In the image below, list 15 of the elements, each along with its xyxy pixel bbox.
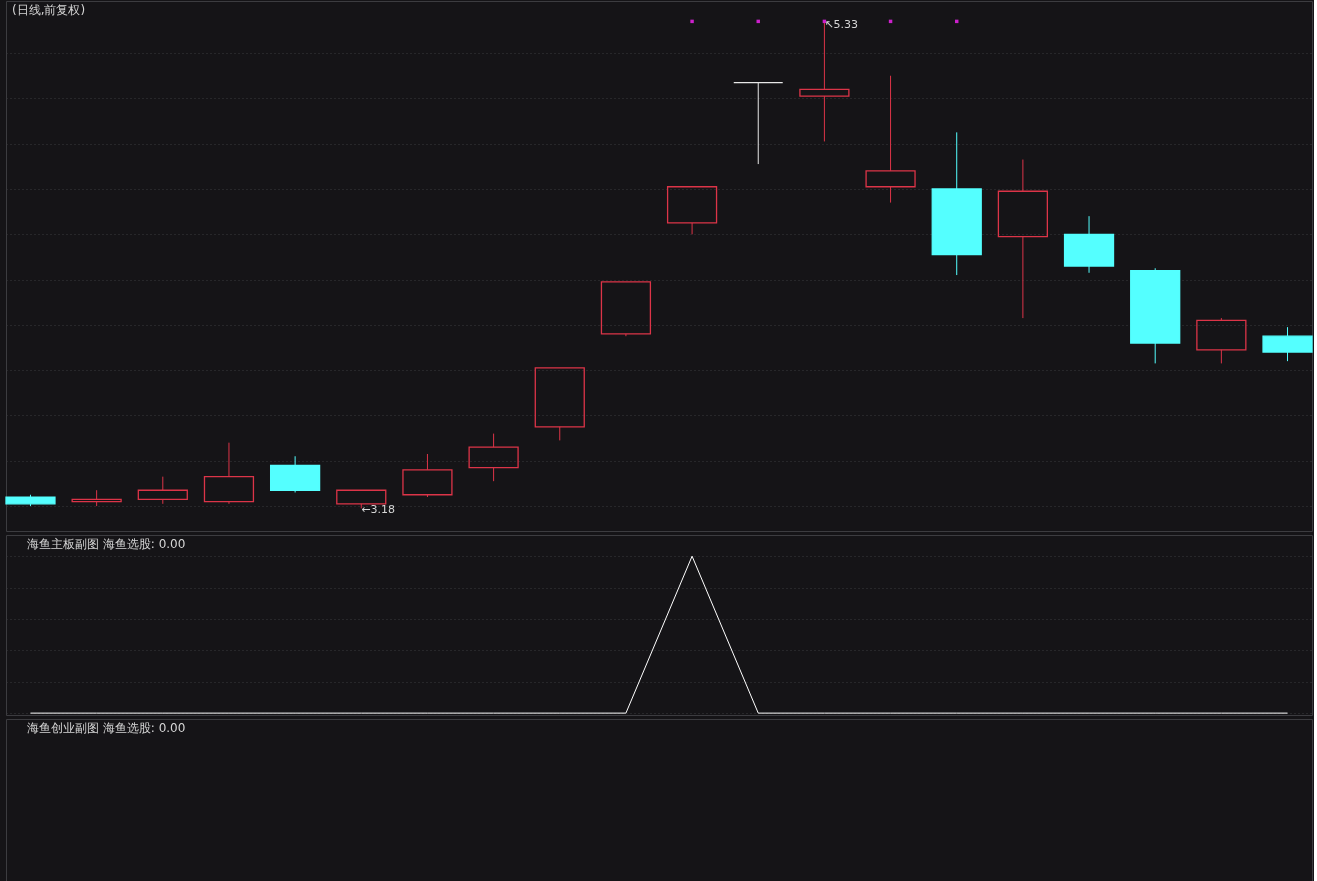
chart-title: (日线,前复权) xyxy=(12,3,86,17)
candlestick xyxy=(402,453,453,498)
annotation: ↖5.33 xyxy=(824,18,859,32)
candlestick xyxy=(1130,267,1181,364)
candlestick xyxy=(997,159,1049,319)
candlestick xyxy=(468,433,519,482)
candlestick xyxy=(865,75,916,204)
chart-title: 海鱼主板副图 海鱼选股: 0.00 xyxy=(27,537,186,551)
candlestick xyxy=(203,442,255,505)
text: 海鱼创业副图 海鱼选股: 0.00 xyxy=(27,721,186,735)
candlestick xyxy=(931,131,982,276)
candlestick xyxy=(1063,215,1115,274)
candlestick xyxy=(269,455,321,493)
annotation: ←3.18 xyxy=(361,503,395,517)
candlestick xyxy=(1196,317,1247,364)
